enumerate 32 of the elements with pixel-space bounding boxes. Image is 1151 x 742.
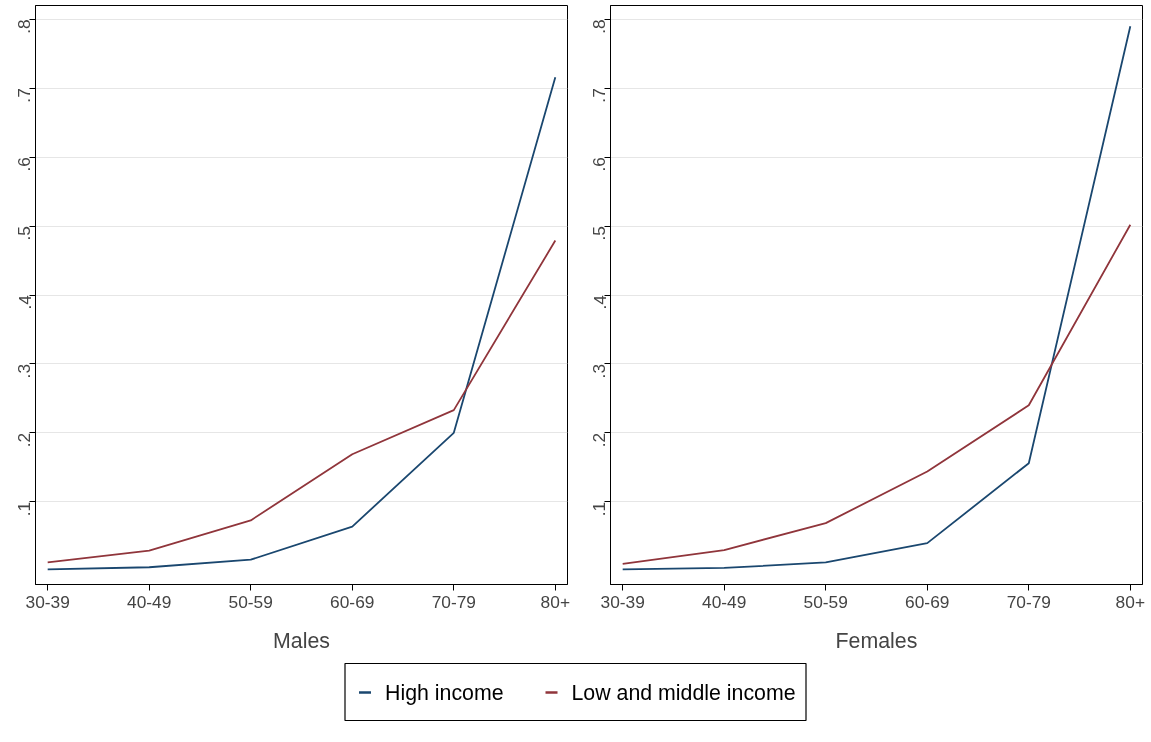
- y-tick-label: .2: [14, 432, 35, 448]
- y-tick-label: .3: [589, 363, 610, 379]
- x-axis-title: Females: [835, 628, 918, 653]
- x-tick-label: 30-39: [600, 591, 645, 612]
- x-tick-label: 40-49: [127, 591, 172, 612]
- y-tick-label: .1: [589, 501, 610, 517]
- y-tick-label: .5: [589, 226, 610, 241]
- y-tick-label: .6: [14, 157, 35, 172]
- x-tick-label: 50-59: [803, 591, 848, 612]
- x-axis-title: Males: [273, 628, 330, 653]
- x-tick-label: 60-69: [330, 591, 375, 612]
- x-tick-label: 30-39: [25, 591, 70, 612]
- x-tick-label: 60-69: [905, 591, 950, 612]
- y-tick-label: .4: [589, 294, 610, 310]
- legend-label: Low and middle income: [571, 680, 796, 705]
- y-tick-label: .2: [589, 432, 610, 448]
- x-tick-label: 50-59: [228, 591, 273, 612]
- y-tick-label: .6: [589, 157, 610, 172]
- y-tick-label: .5: [14, 226, 35, 241]
- y-tick-label: .1: [14, 501, 35, 517]
- x-tick-label: 70-79: [1006, 591, 1051, 612]
- x-tick-label: 80+: [1115, 591, 1146, 612]
- y-tick-label: .3: [14, 363, 35, 379]
- x-tick-label: 70-79: [431, 591, 476, 612]
- x-tick-label: 40-49: [702, 591, 747, 612]
- y-tick-label: .8: [14, 19, 35, 34]
- y-tick-label: .4: [14, 294, 35, 310]
- y-tick-label: .8: [589, 19, 610, 34]
- y-tick-label: .7: [589, 88, 610, 103]
- legend-label: High income: [385, 680, 504, 705]
- y-tick-label: .7: [14, 88, 35, 103]
- x-tick-label: 80+: [540, 591, 571, 612]
